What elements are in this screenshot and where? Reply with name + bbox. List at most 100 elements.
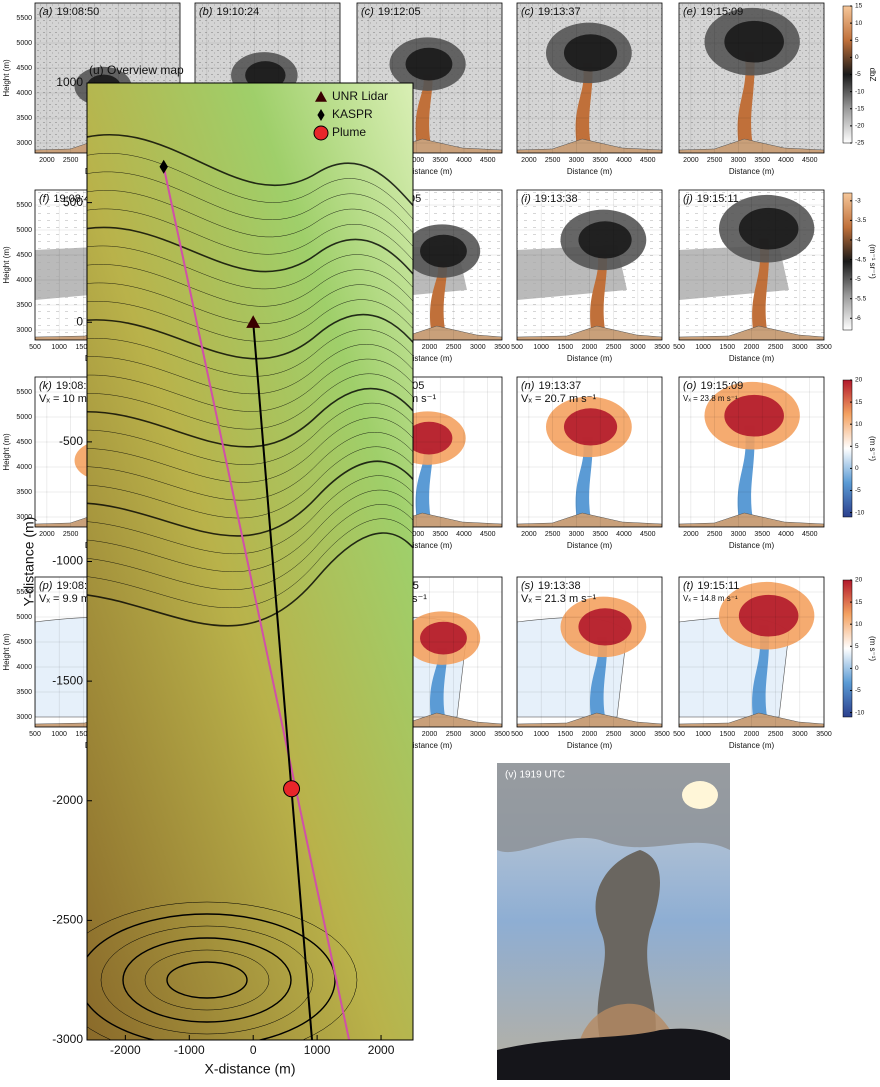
colorbar-tick-label: -5 <box>855 687 861 694</box>
x-tick-label: 1500 <box>720 731 736 738</box>
colorbar-tick-label: 15 <box>855 399 863 406</box>
y-tick-label: 4000 <box>16 277 32 284</box>
panel-label: (f) 19:08:49 <box>39 193 96 205</box>
panel-time: 19:12:05 <box>378 6 421 18</box>
y-tick-label: 5000 <box>16 40 32 47</box>
panel: 2000 2500 3000 3500 4000 4500 Distance (m) (o) 1… <box>678 376 825 550</box>
panel-image <box>517 190 662 340</box>
panel-time: 19:13:38 <box>535 193 578 205</box>
y-tick-label: 0 <box>76 314 83 328</box>
x-axis-label: Distance (m) <box>567 167 613 176</box>
x-tick-label: 2000 <box>422 731 438 738</box>
colorbar-tick-label: -20 <box>855 123 865 130</box>
panel-letter: (b) <box>199 6 213 18</box>
x-tick-label: 3500 <box>494 344 510 351</box>
panel-frame <box>678 189 825 341</box>
contour <box>122 937 292 1023</box>
x-axis-label: Distance (m) <box>567 541 613 550</box>
y-tick-label: 3500 <box>16 115 32 122</box>
plume-core <box>405 47 453 81</box>
x-axis-label: Distance (m) <box>567 354 613 363</box>
colorbar-tick-label: -6 <box>855 315 861 322</box>
x-axis-label: Distance (m) <box>729 541 775 550</box>
legend-label: KASPR <box>332 107 373 121</box>
plume-core <box>724 394 784 437</box>
x-tick-label: 3500 <box>816 344 832 351</box>
x-tick-label: 2500 <box>63 531 79 538</box>
x-tick-label: 2000 <box>521 531 537 538</box>
panel-time: 19:10:24 <box>216 6 259 18</box>
contour <box>87 417 413 483</box>
contour <box>166 961 248 999</box>
map-line <box>252 322 314 1040</box>
panel-letter: (s) <box>521 580 534 592</box>
contour <box>87 504 413 591</box>
colorbar-tick-label: 5 <box>855 643 859 650</box>
colorbar-tick-label: -5 <box>855 71 861 78</box>
colorbar-tick-label: -10 <box>855 88 865 95</box>
contour <box>87 314 413 360</box>
x-tick-label: 2500 <box>768 344 784 351</box>
map-title: (u) Overview map <box>89 63 184 77</box>
panel-label: (c) 19:12:05 <box>361 6 421 18</box>
x-tick-label: 1000 <box>51 731 67 738</box>
x-tick-label: 3500 <box>654 344 670 351</box>
colorbar-tick-label: -3.5 <box>855 217 867 224</box>
y-tick-label: 3500 <box>16 489 32 496</box>
plume-core <box>563 408 618 446</box>
panel-label: (i) 19:13:38 <box>521 193 578 205</box>
y-axis-label: Height (m) <box>2 59 11 97</box>
x-tick-label: 500 <box>511 344 523 351</box>
panel-label: (t) 19:15:11 <box>683 580 739 592</box>
map-line <box>162 166 351 1040</box>
x-tick-label: 4500 <box>480 157 496 164</box>
x-tick-label: 4000 <box>456 531 472 538</box>
y-axis-label: Y-distance (m) <box>21 517 37 607</box>
panel-time: 19:15:11 <box>697 580 739 592</box>
x-tick-label: 4500 <box>640 157 656 164</box>
y-tick-label: 4500 <box>16 65 32 72</box>
panel: 500 1000 1500 2000 2500 3000 3500 Distance (m) (… <box>673 576 832 750</box>
contour <box>87 446 413 519</box>
colorbar-tick-label: -15 <box>855 105 865 112</box>
x-tick-label: 2500 <box>545 157 561 164</box>
x-tick-label: 500 <box>673 731 685 738</box>
x-tick-label: 2000 <box>368 1043 395 1057</box>
x-tick-label: 500 <box>673 344 685 351</box>
x-tick-label: -1000 <box>174 1043 205 1057</box>
panel-letter: (t) <box>683 580 694 592</box>
x-tick-label: 1000 <box>695 731 711 738</box>
contour <box>87 532 413 627</box>
x-tick-label: 2000 <box>582 731 598 738</box>
x-axis-label: X-distance (m) <box>204 1061 295 1077</box>
panel-frame <box>678 576 825 728</box>
panel-label: (b) 19:10:24 <box>199 6 259 18</box>
contour <box>87 133 413 207</box>
terrain <box>517 712 662 727</box>
panel-letter: (n) <box>521 380 535 392</box>
terrain <box>517 325 662 340</box>
colorbar-tick-label: -10 <box>855 509 865 516</box>
plume-core <box>738 594 799 637</box>
x-tick-label: 2500 <box>768 731 784 738</box>
colorbar <box>842 379 853 518</box>
contours <box>87 133 413 1040</box>
x-tick-label: 2500 <box>63 157 79 164</box>
contour <box>87 518 413 609</box>
y-tick-label: -2000 <box>52 793 83 807</box>
x-tick-label: 1000 <box>695 344 711 351</box>
y-tick-label: 3000 <box>16 714 32 721</box>
contour <box>87 475 413 554</box>
x-axis-label: Distance (m) <box>407 541 453 550</box>
panel-letter: (a) <box>39 6 53 18</box>
x-tick-label: 3000 <box>792 731 808 738</box>
x-tick-label: 1000 <box>51 344 67 351</box>
x-tick-label: 2500 <box>606 731 622 738</box>
x-tick-label: 4000 <box>456 157 472 164</box>
colorbar-tick-label: 0 <box>855 54 859 61</box>
panel-letter: (p) <box>39 580 53 592</box>
x-tick-label: 3500 <box>754 531 770 538</box>
x-tick-label: 4000 <box>778 157 794 164</box>
x-tick-label: 2500 <box>545 531 561 538</box>
x-tick-label: 3000 <box>792 344 808 351</box>
